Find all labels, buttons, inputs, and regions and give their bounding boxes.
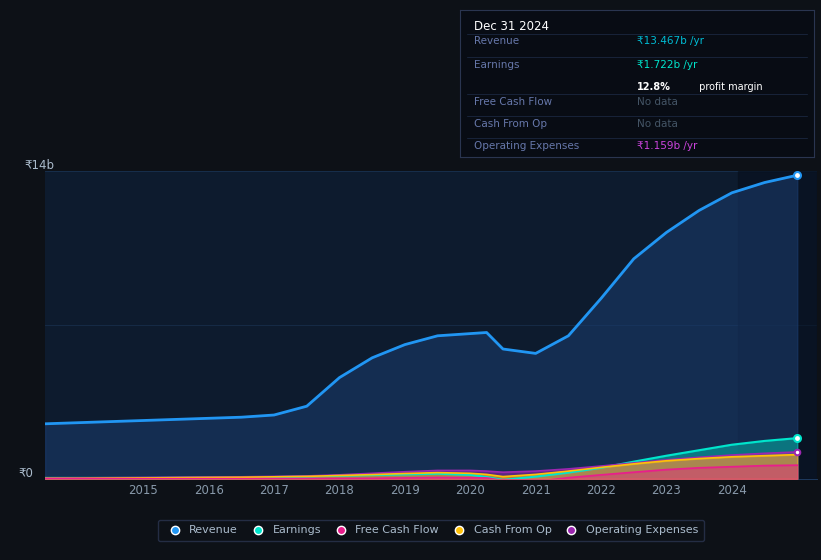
Text: ₹14b: ₹14b bbox=[25, 158, 55, 172]
Text: ₹13.467b /yr: ₹13.467b /yr bbox=[637, 36, 704, 46]
Legend: Revenue, Earnings, Free Cash Flow, Cash From Op, Operating Expenses: Revenue, Earnings, Free Cash Flow, Cash … bbox=[158, 520, 704, 541]
Text: profit margin: profit margin bbox=[695, 82, 762, 92]
Text: ₹1.159b /yr: ₹1.159b /yr bbox=[637, 141, 698, 151]
Bar bbox=[738, 171, 817, 479]
Text: Cash From Op: Cash From Op bbox=[474, 119, 547, 129]
Text: ₹0: ₹0 bbox=[18, 466, 33, 480]
Text: ₹1.722b /yr: ₹1.722b /yr bbox=[637, 60, 698, 70]
Text: No data: No data bbox=[637, 119, 678, 129]
Text: Free Cash Flow: Free Cash Flow bbox=[474, 97, 552, 106]
Text: Earnings: Earnings bbox=[474, 60, 520, 70]
Text: Dec 31 2024: Dec 31 2024 bbox=[474, 20, 549, 34]
Text: Operating Expenses: Operating Expenses bbox=[474, 141, 579, 151]
Text: Revenue: Revenue bbox=[474, 36, 519, 46]
Text: No data: No data bbox=[637, 97, 678, 106]
Text: 12.8%: 12.8% bbox=[637, 82, 671, 92]
